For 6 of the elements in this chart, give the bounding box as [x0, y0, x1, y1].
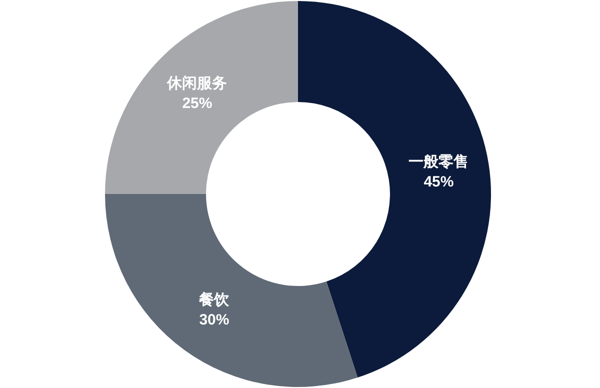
data-label: 30%: [199, 311, 230, 328]
slice-label: 一般零售: [408, 154, 469, 171]
slice-label: 休闲服务: [166, 75, 228, 92]
data-label: 45%: [424, 174, 454, 191]
slice-label: 餐饮: [198, 291, 230, 308]
data-label: 25%: [182, 95, 212, 112]
